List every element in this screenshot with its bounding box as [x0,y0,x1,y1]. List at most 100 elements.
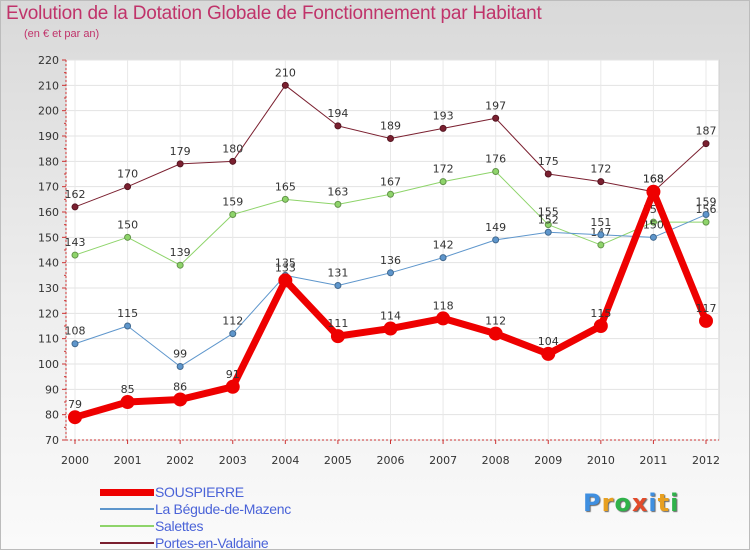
data-point [492,114,500,122]
series-souspierre: 79 85 86 91 133 111 114 118 112 104 115 168 117 [68,173,717,425]
data-point [439,254,447,262]
data-point [597,231,605,239]
data-point [544,228,552,236]
data-point [281,195,289,203]
data-point [330,329,345,344]
legend-swatch [100,508,154,510]
data-label: 85 [121,383,135,396]
axes: 7080901001101201301401501601701801902002… [38,54,720,467]
data-label: 210 [275,66,296,79]
data-label: 135 [275,256,296,269]
data-label: 117 [696,302,717,315]
data-label: 118 [433,299,454,312]
data-point [488,326,503,341]
data-point [124,233,132,241]
data-point [544,221,552,229]
data-point [649,233,657,241]
x-tick-label: 2012 [692,454,720,467]
x-tick-label: 2003 [219,454,247,467]
data-label: 111 [327,317,348,330]
legend-label: Portes-en-Valdaine [155,535,269,551]
x-tick-label: 2011 [639,454,667,467]
data-label: 104 [538,335,559,348]
data-point [387,190,394,198]
data-label: 115 [117,307,138,320]
data-point [593,319,608,333]
x-tick-label: 2006 [377,454,405,467]
x-tick-label: 2010 [587,454,615,467]
data-label: 86 [173,380,187,393]
data-point [120,395,135,409]
data-point [173,392,188,407]
legend-swatch [100,488,154,496]
legend-label: Salettes [155,518,204,534]
data-label: 159 [696,196,717,209]
logo-letter: r [601,489,615,517]
data-label: 189 [380,120,401,133]
legend-label: SOUSPIERRE [155,484,244,500]
chart-title: Evolution de la Dotation Globale de Fonc… [6,3,542,24]
data-label: 170 [117,168,138,181]
data-point [439,178,447,186]
y-tick-label: 150 [38,231,59,244]
data-point [281,81,289,89]
y-tick-label: 130 [38,282,59,295]
data-point [229,157,237,165]
data-point [702,140,710,148]
data-label: 114 [380,310,401,323]
data-label: 133 [275,261,296,274]
data-label: 142 [433,239,454,252]
logo-letter: i [648,489,658,517]
data-point [71,251,79,259]
data-label: 172 [433,163,454,176]
x-tick-label: 2000 [61,454,89,467]
data-label: 112 [485,315,506,328]
data-label: 131 [327,266,348,279]
data-point [702,218,710,226]
x-tick-label: 2005 [324,454,352,467]
data-point [229,330,237,338]
x-tick-label: 2001 [114,454,142,467]
data-label: 112 [222,315,243,328]
data-label: 108 [65,325,86,338]
data-label: 156 [696,203,717,216]
x-tick-label: 2008 [482,454,510,467]
data-point [492,236,500,244]
data-point [334,200,342,208]
data-label: 150 [643,218,664,231]
y-tick-label: 190 [38,130,59,143]
data-label: 180 [222,142,243,155]
logo-letter: P [583,489,602,517]
data-point [387,135,394,143]
y-tick-label: 90 [45,383,59,396]
data-label: 187 [696,125,717,138]
data-label: 150 [117,218,138,231]
data-point [229,211,237,219]
data-label: 159 [222,196,243,209]
data-point [387,269,394,277]
y-tick-label: 140 [38,257,59,270]
y-tick-label: 100 [38,358,59,371]
data-label: 197 [485,99,506,112]
y-tick-label: 210 [38,79,59,92]
logo-letter: i [670,489,680,517]
proxiti-logo: Proxiti [583,489,693,525]
y-tick-label: 70 [45,434,59,447]
data-point [492,167,500,175]
data-label: 139 [170,246,191,259]
data-point [334,122,342,130]
data-point [383,321,398,336]
data-label: 163 [327,185,348,198]
data-point [544,170,552,178]
data-point [439,124,447,132]
data-label: 168 [643,173,664,186]
data-point [649,218,657,226]
data-point [334,281,342,289]
legend-label: La Bégude-de-Mazenc [155,501,291,517]
legend-swatch [100,525,154,527]
y-tick-label: 80 [45,409,59,422]
y-tick-label: 110 [38,333,59,346]
data-label: 79 [68,398,82,411]
data-label: 165 [275,180,296,193]
